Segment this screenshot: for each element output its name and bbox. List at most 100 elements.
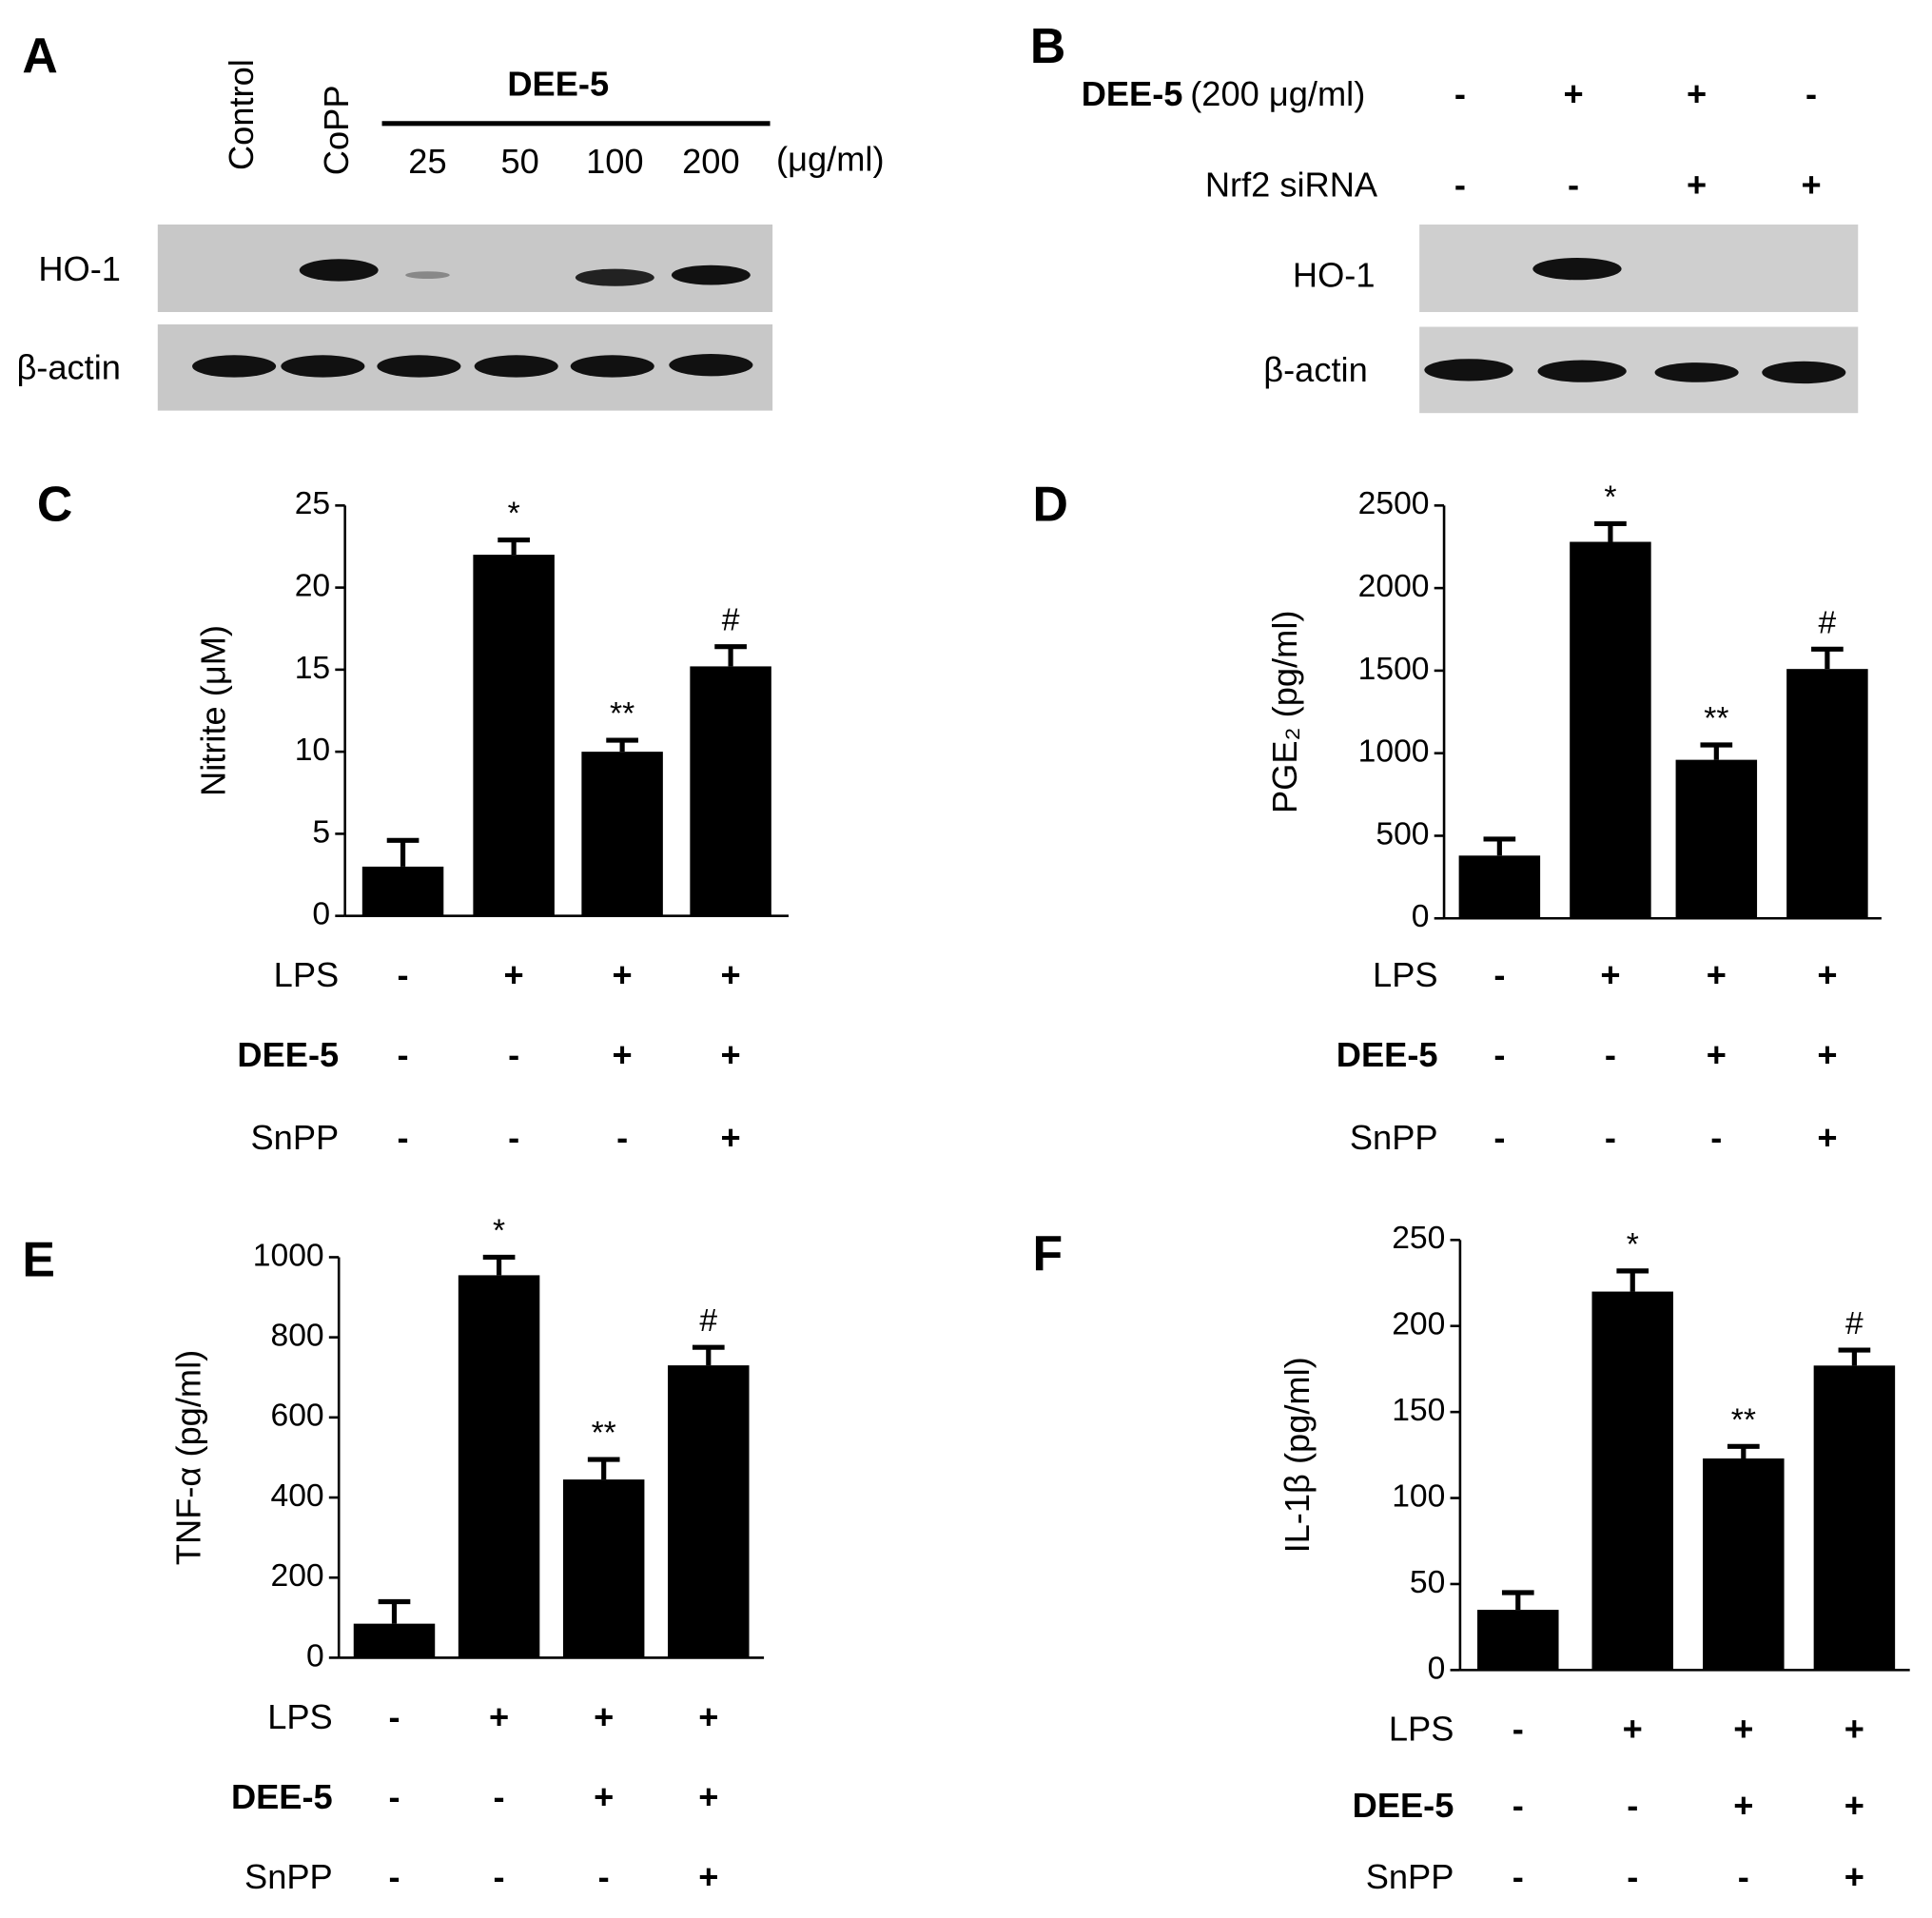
band [405, 271, 450, 280]
y-tick-label: 150 [1392, 1393, 1445, 1428]
sign: - [1512, 1710, 1524, 1749]
panel-label: F [1032, 1225, 1063, 1281]
sign: + [721, 955, 741, 994]
bands [192, 259, 753, 378]
y-tick-label: 500 [1376, 816, 1429, 851]
treatment-name: DEE-5 [237, 1035, 339, 1074]
y-tick-label: 2500 [1358, 486, 1430, 521]
bar-label: # [1845, 1306, 1864, 1341]
dose-label: 25 [408, 142, 446, 181]
sign: + [721, 1035, 741, 1074]
band [1654, 362, 1739, 382]
error-bar [1811, 646, 1844, 670]
sign: - [398, 955, 409, 994]
y-tick-label: 100 [1392, 1478, 1445, 1514]
sign: + [698, 1697, 718, 1736]
band [1537, 360, 1627, 382]
error-bar [1700, 742, 1733, 760]
y-axis-label: TNF-α (pg/ml) [168, 1350, 207, 1565]
band [281, 355, 365, 378]
error-bar [498, 537, 530, 556]
treatment-name: DEE-5 [1337, 1035, 1438, 1074]
bar-label: * [493, 1213, 505, 1248]
sign: - [1627, 1786, 1638, 1825]
sign: - [398, 1035, 409, 1074]
dose-label: 100 [586, 142, 643, 181]
sign: + [1817, 1035, 1837, 1074]
panel-label: D [1032, 477, 1067, 532]
band [1424, 359, 1513, 382]
y-tick-label: 50 [1410, 1565, 1445, 1600]
band [377, 355, 461, 378]
bar [1703, 1458, 1785, 1671]
y-tick-label: 1000 [1358, 734, 1430, 770]
sign: + [504, 955, 524, 994]
sign: + [1801, 166, 1821, 205]
sign: - [398, 1118, 409, 1157]
treatment-name: SnPP [1350, 1118, 1438, 1157]
y-tick-label: 400 [271, 1478, 324, 1514]
sign: + [613, 955, 633, 994]
sign: + [698, 1857, 718, 1896]
treatment-name: DEE-5 [1082, 74, 1183, 113]
sign: + [489, 1697, 509, 1736]
sign: + [594, 1697, 614, 1736]
band [474, 355, 558, 378]
error-bar [1594, 520, 1627, 542]
sign: + [1817, 955, 1837, 994]
band [1762, 361, 1846, 384]
bar [668, 1365, 750, 1658]
error-bar [1483, 836, 1516, 856]
treatment-name: SnPP [1366, 1857, 1454, 1896]
dose-label: 50 [500, 142, 538, 181]
sign: - [598, 1857, 610, 1896]
sign: - [1627, 1857, 1638, 1896]
treatment-name: LPS [274, 955, 340, 994]
treatment-name: LPS [1389, 1710, 1454, 1749]
sign: - [1454, 166, 1466, 205]
error-bar [606, 737, 638, 753]
error-bar [714, 644, 747, 667]
sign: + [1733, 1710, 1753, 1749]
error-bar [1616, 1268, 1649, 1292]
sign: - [388, 1777, 400, 1816]
bar-label: ** [1731, 1402, 1756, 1438]
y-tick-label: 15 [295, 651, 330, 686]
bar [690, 666, 771, 916]
y-tick-label: 200 [1392, 1307, 1445, 1342]
bar-label: * [1627, 1227, 1639, 1262]
treatment-name: SnPP [244, 1857, 333, 1896]
row-label: β-actin [1263, 350, 1368, 389]
sign: - [1454, 74, 1466, 113]
bar-label: ** [610, 696, 634, 732]
y-tick-label: 5 [312, 814, 330, 850]
sign: + [1707, 955, 1727, 994]
y-tick-label: 0 [312, 897, 330, 932]
band [575, 268, 654, 286]
sign: + [1817, 1118, 1837, 1157]
lane-label: Control [222, 59, 261, 170]
sign: - [1512, 1857, 1524, 1896]
error-bar [386, 837, 420, 867]
panel-label: C [37, 477, 72, 532]
error-bar [482, 1254, 516, 1276]
y-tick-label: 600 [271, 1399, 324, 1434]
row-label: β-actin [16, 347, 121, 386]
sign: + [1844, 1786, 1864, 1825]
bar-label: * [508, 497, 520, 532]
row-label: HO-1 [1293, 255, 1376, 294]
sign: - [1710, 1118, 1722, 1157]
treatment-name: Nrf2 siRNA [1205, 166, 1378, 205]
sign: - [508, 1035, 519, 1074]
row-label: HO-1 [38, 249, 121, 288]
treatment-name: DEE-5 [1353, 1786, 1454, 1825]
sign: + [613, 1035, 633, 1074]
panel-label: B [1030, 18, 1065, 73]
error-bar [1501, 1590, 1534, 1611]
sign: - [388, 1857, 400, 1896]
error-bar [692, 1344, 725, 1366]
y-tick-label: 0 [1412, 899, 1430, 934]
error-bar [1838, 1347, 1871, 1366]
sign: - [1605, 1118, 1616, 1157]
sign: - [616, 1118, 628, 1157]
